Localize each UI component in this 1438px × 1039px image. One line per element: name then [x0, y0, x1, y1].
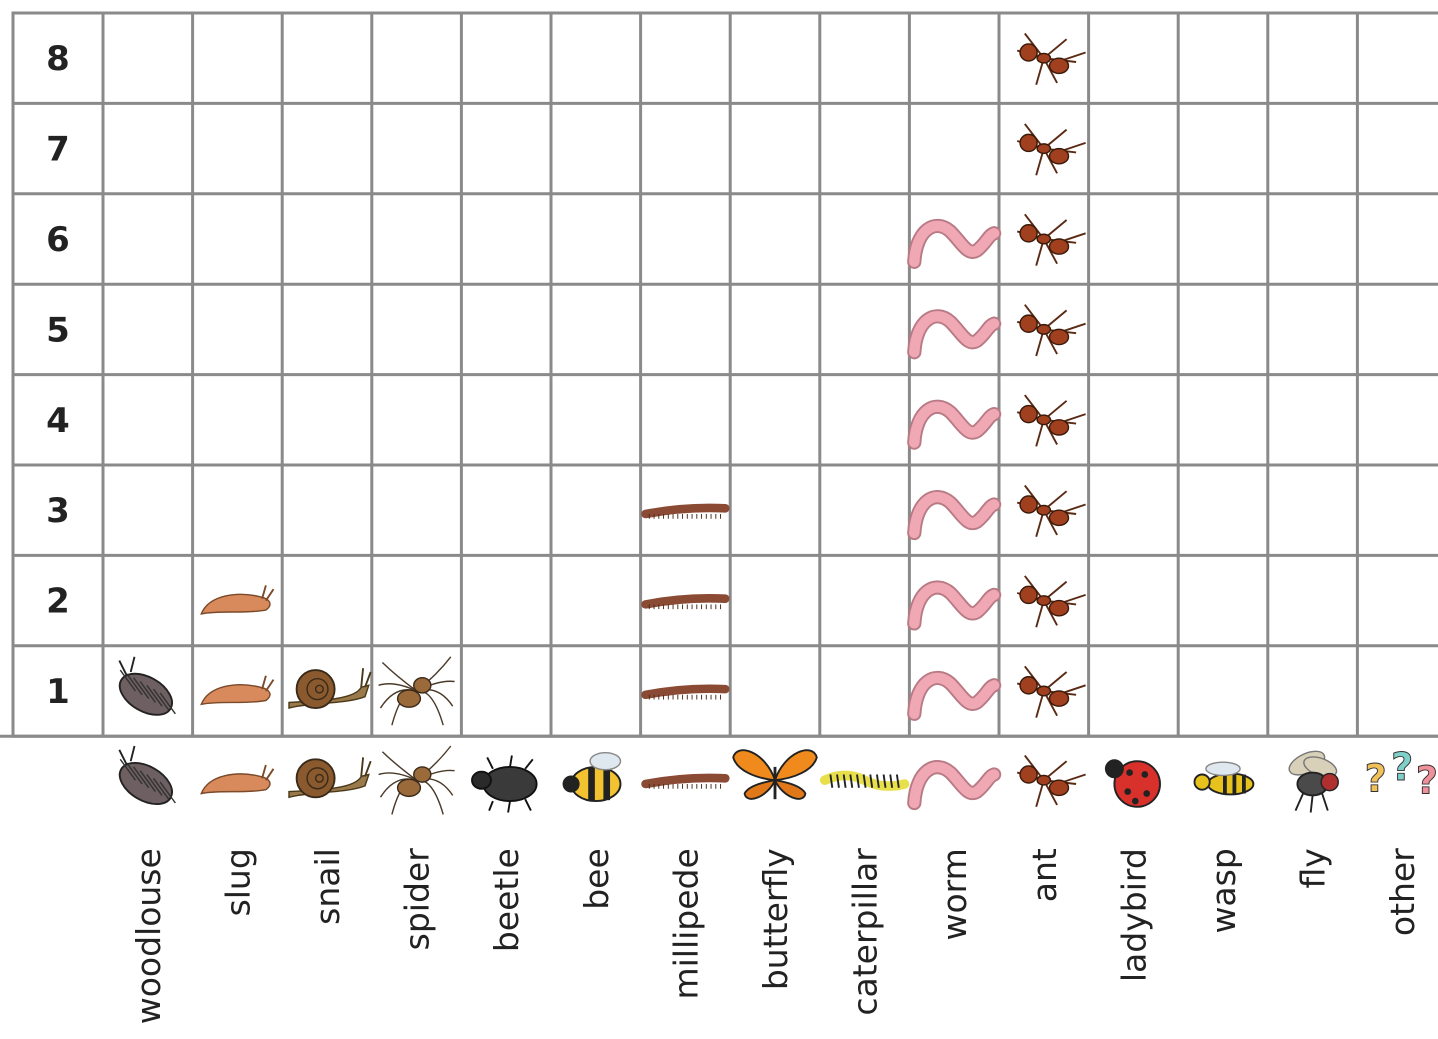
millipede-mark-icon [641, 503, 730, 519]
svg-text:?: ? [1365, 757, 1387, 801]
worm-mark-icon [907, 671, 1002, 721]
y-tick-label: 3 [46, 491, 70, 531]
y-tick-label: 2 [46, 582, 70, 622]
snail-icon [288, 757, 372, 799]
worm-mark-icon [907, 399, 1002, 450]
slug-mark-icon [200, 585, 275, 615]
x-tick-label: slug [218, 848, 257, 916]
ant-mark-icon [1016, 665, 1086, 718]
x-tick-label: ladybird [1114, 848, 1153, 982]
svg-text:?: ? [1416, 759, 1438, 803]
millipede-icon [641, 773, 730, 789]
y-tick-label: 1 [46, 672, 70, 712]
bee-icon [562, 751, 622, 803]
spider-icon [378, 745, 455, 815]
millipede-mark-icon [641, 594, 730, 610]
butterfly-icon [732, 749, 818, 800]
beetle-icon [471, 755, 538, 813]
question-marks-icon: ??? [1364, 745, 1438, 803]
fly-icon [1288, 750, 1339, 813]
x-tick-label: caterpillar [846, 848, 885, 1016]
slug-icon [200, 764, 275, 795]
slug-mark-icon [200, 675, 275, 706]
worm-mark-icon [907, 580, 1002, 631]
millipede-mark-icon [641, 684, 730, 700]
y-axis-ticks: 1 2 3 4 5 6 7 8 [46, 39, 70, 712]
worm-mark-icon [907, 309, 1002, 360]
chart-marks [118, 32, 1086, 726]
wasp-icon [1193, 761, 1255, 796]
x-tick-label: wasp [1204, 848, 1243, 933]
x-axis-icons: ??? [118, 745, 1438, 815]
x-tick-label: fly [1294, 848, 1333, 888]
y-tick-label: 6 [46, 220, 70, 260]
ant-mark-icon [1016, 575, 1086, 628]
ant-mark-icon [1016, 213, 1086, 266]
x-tick-label: snail [308, 848, 347, 925]
x-tick-label: other [1383, 848, 1422, 936]
x-tick-label: ant [1025, 848, 1064, 902]
ant-icon [1016, 754, 1086, 808]
ant-mark-icon [1016, 394, 1086, 447]
x-tick-label: bee [577, 848, 616, 910]
ant-mark-icon [1016, 484, 1086, 538]
worm-mark-icon [907, 219, 1002, 269]
grid [0, 11, 1438, 738]
snail-mark-icon [288, 668, 372, 710]
ant-mark-icon [1016, 123, 1086, 176]
x-tick-label: millipede [666, 848, 705, 999]
x-axis-labels: woodlouse slug snail spider beetle bee millipe… [129, 848, 1422, 1025]
svg-text:?: ? [1391, 745, 1413, 789]
woodlouse-mark-icon [118, 656, 176, 716]
x-tick-label: butterfly [756, 848, 795, 990]
ant-mark-icon [1016, 32, 1086, 86]
y-tick-label: 7 [46, 130, 70, 170]
worm-icon [907, 760, 1002, 811]
worm-mark-icon [907, 490, 1002, 541]
x-tick-label: worm [935, 848, 974, 940]
y-tick-label: 4 [46, 401, 70, 441]
y-tick-label: 5 [46, 310, 70, 350]
x-tick-label: spider [398, 848, 437, 951]
caterpillar-icon [819, 770, 910, 791]
spider-mark-icon [378, 656, 455, 726]
x-tick-label: beetle [487, 848, 526, 952]
ladybird-icon [1104, 759, 1161, 808]
y-tick-label: 8 [46, 39, 70, 79]
ant-mark-icon [1016, 304, 1086, 357]
woodlouse-icon [118, 745, 176, 805]
x-tick-label: woodlouse [129, 848, 168, 1024]
